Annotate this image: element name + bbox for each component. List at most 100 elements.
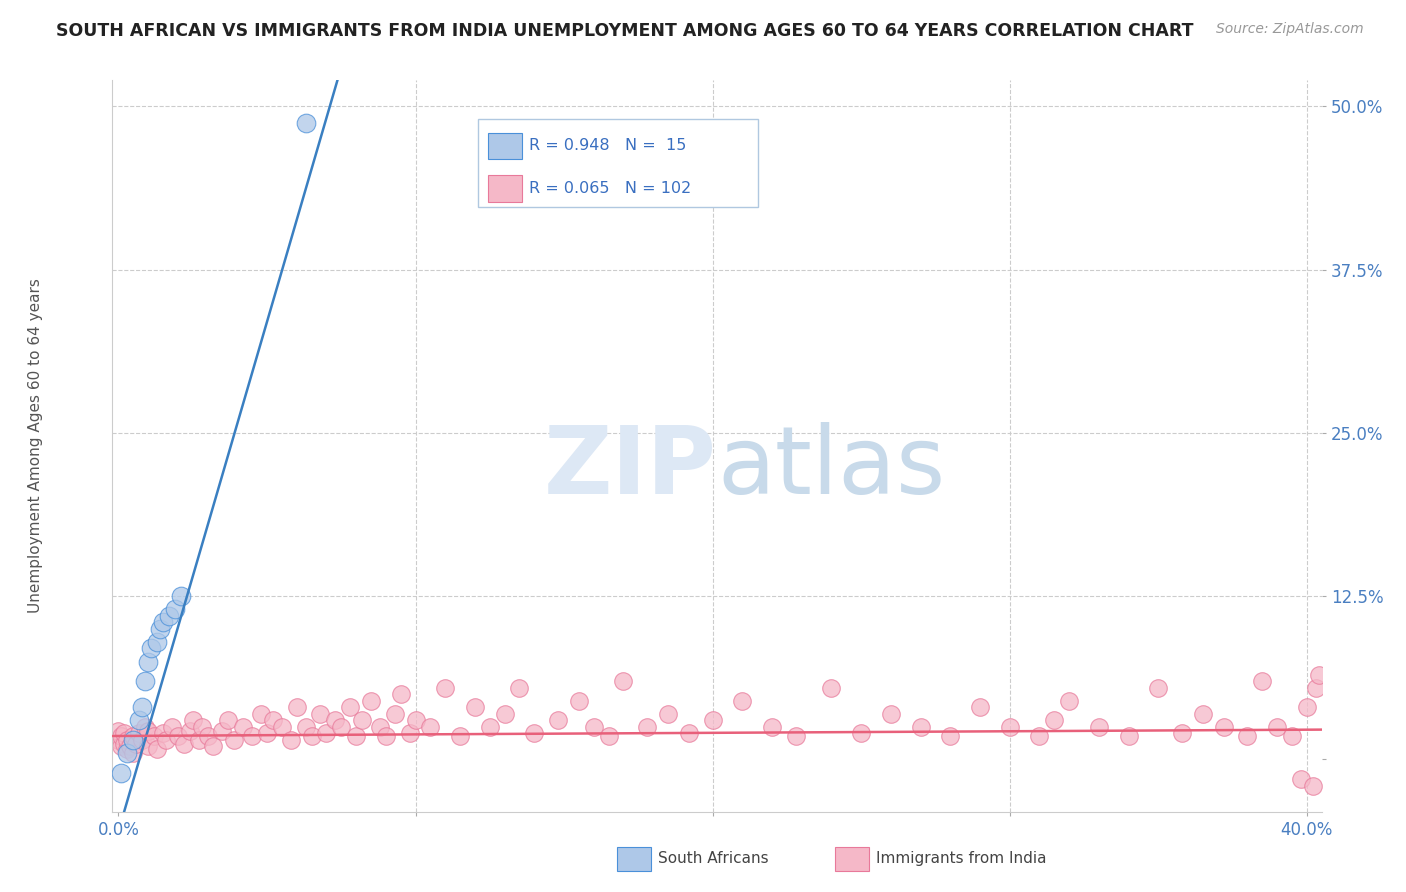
Point <box>139 641 162 656</box>
Point <box>146 635 169 649</box>
Point <box>301 729 323 743</box>
Point <box>217 714 239 728</box>
Point <box>152 615 174 630</box>
Point <box>969 700 991 714</box>
Point <box>398 726 420 740</box>
Point <box>146 742 169 756</box>
Point <box>1265 720 1288 734</box>
Point <box>240 729 263 743</box>
Point <box>523 726 546 740</box>
Point <box>112 737 135 751</box>
Point <box>122 732 145 747</box>
Point <box>1281 729 1303 743</box>
Point <box>256 726 278 740</box>
Point <box>110 765 132 780</box>
Point <box>122 746 145 760</box>
Point <box>323 714 346 728</box>
Point <box>1251 674 1274 689</box>
Point <box>131 700 153 714</box>
Point <box>1212 720 1234 734</box>
Point <box>117 746 139 760</box>
Text: SOUTH AFRICAN VS IMMIGRANTS FROM INDIA UNEMPLOYMENT AMONG AGES 60 TO 64 YEARS CO: SOUTH AFRICAN VS IMMIGRANTS FROM INDIA U… <box>56 22 1194 40</box>
Point <box>131 732 153 747</box>
Point <box>107 723 129 738</box>
Point <box>1088 720 1111 734</box>
Point <box>125 737 148 751</box>
Point <box>350 714 373 728</box>
Point <box>494 706 516 721</box>
Point <box>1302 779 1324 793</box>
Point <box>190 720 212 734</box>
Point <box>224 732 246 747</box>
Point <box>197 729 219 743</box>
Point <box>582 720 605 734</box>
Point <box>702 714 724 728</box>
Point <box>384 706 406 721</box>
Point <box>294 720 316 734</box>
Point <box>232 720 254 734</box>
Point <box>761 720 783 734</box>
Point <box>547 714 569 728</box>
Point <box>1171 726 1194 740</box>
Point <box>173 737 195 751</box>
Point <box>339 700 361 714</box>
Text: Source: ZipAtlas.com: Source: ZipAtlas.com <box>1216 22 1364 37</box>
Point <box>280 732 302 747</box>
Point <box>315 726 337 740</box>
Point <box>998 720 1021 734</box>
Point <box>849 726 872 740</box>
Point <box>152 726 174 740</box>
Point <box>820 681 842 695</box>
Point <box>1305 681 1327 695</box>
Point <box>1057 694 1080 708</box>
Point <box>612 674 634 689</box>
Point <box>419 720 441 734</box>
Point <box>110 739 132 754</box>
Text: atlas: atlas <box>717 422 945 514</box>
Point <box>262 714 284 728</box>
Point <box>910 720 932 734</box>
Point <box>143 729 166 743</box>
Point <box>128 726 150 740</box>
Point <box>657 706 679 721</box>
Point <box>112 726 135 740</box>
Point <box>170 589 193 603</box>
Point <box>163 602 186 616</box>
Point <box>179 723 201 738</box>
Point <box>939 729 962 743</box>
Point <box>434 681 457 695</box>
Point <box>368 720 391 734</box>
Text: R = 0.948   N =  15: R = 0.948 N = 15 <box>529 138 686 153</box>
Point <box>136 655 159 669</box>
Point <box>157 608 180 623</box>
Point <box>678 726 700 740</box>
Point <box>285 700 308 714</box>
Point <box>149 622 172 636</box>
Text: Unemployment Among Ages 60 to 64 years: Unemployment Among Ages 60 to 64 years <box>28 278 42 614</box>
Point <box>181 714 204 728</box>
Point <box>294 116 316 130</box>
Point <box>211 723 233 738</box>
Point <box>374 729 396 743</box>
Point <box>166 729 188 743</box>
Point <box>389 687 412 701</box>
Point <box>568 694 591 708</box>
Point <box>1191 706 1213 721</box>
Point <box>880 706 903 721</box>
Point <box>598 729 620 743</box>
Point <box>731 694 754 708</box>
Point <box>1289 772 1312 786</box>
Point <box>464 700 486 714</box>
Point <box>1043 714 1066 728</box>
Point <box>136 723 159 738</box>
Point <box>1236 729 1258 743</box>
Point <box>1295 700 1317 714</box>
Point <box>270 720 292 734</box>
Point <box>136 739 159 754</box>
Text: ZIP: ZIP <box>544 422 717 514</box>
Point <box>120 739 142 754</box>
Point <box>202 739 225 754</box>
Point <box>309 706 332 721</box>
Point <box>1308 667 1330 681</box>
Text: Immigrants from India: Immigrants from India <box>876 851 1046 865</box>
